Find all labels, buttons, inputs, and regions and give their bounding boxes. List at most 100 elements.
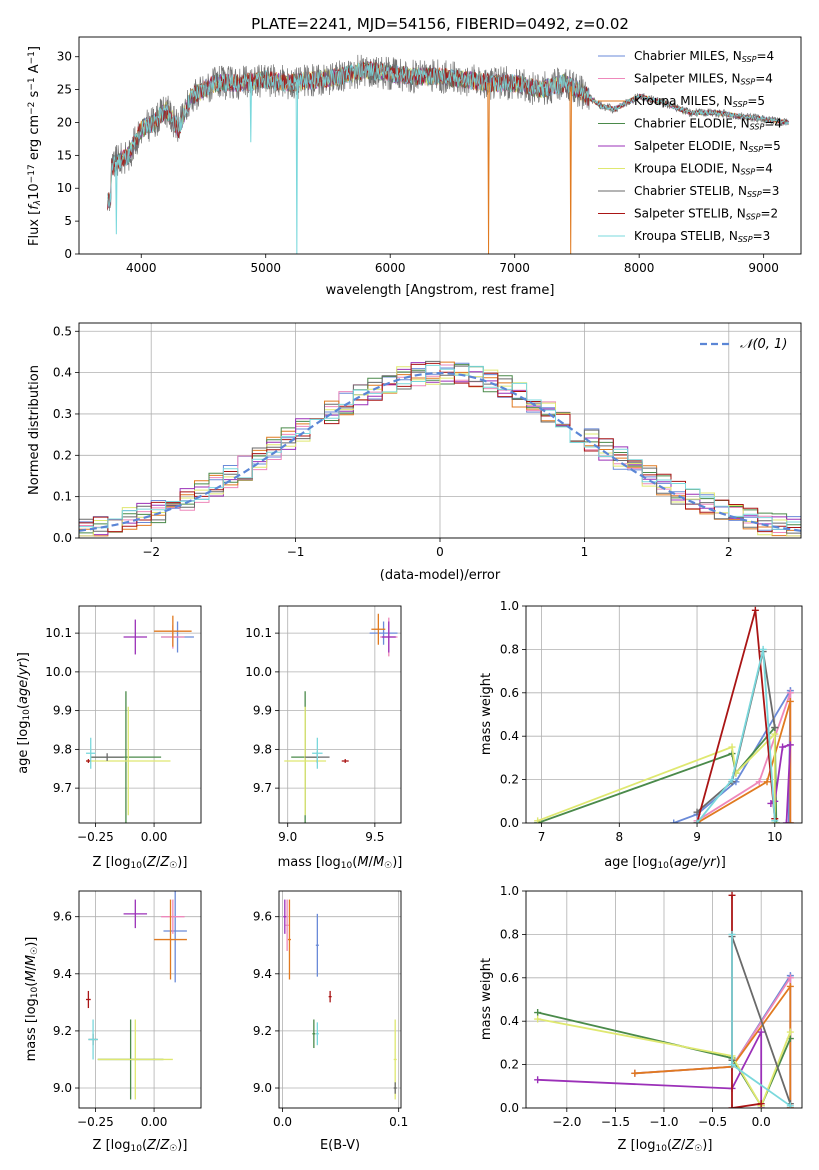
legend-label: Kroupa MILES, NSSP=5	[634, 94, 765, 109]
y-tick-label: 0.3	[53, 407, 72, 421]
mass-weight-marker	[786, 819, 794, 823]
y-tick-label: 9.7	[53, 781, 72, 795]
y-tick-label: 10.0	[245, 665, 272, 679]
axes-frame	[278, 605, 402, 824]
mass-weight-marker	[785, 819, 793, 823]
mass-weight-marker	[534, 1076, 542, 1084]
legend-label: Chabrier MILES, NSSP=4	[634, 49, 774, 64]
errorbar-point	[123, 619, 148, 655]
y-tick-label: 10.1	[245, 626, 272, 640]
x-tick-label: 1	[581, 545, 589, 559]
gaussian-reference-line	[79, 371, 801, 532]
errorbar-point	[86, 737, 96, 769]
y-tick-label: 25	[57, 83, 72, 97]
y-tick-label: 10.1	[45, 626, 72, 640]
plot-area-weight_vs_Z	[526, 891, 802, 1108]
x-tick-label: 7000	[499, 261, 530, 275]
spectrum-dip	[115, 161, 118, 235]
errorbar-point	[287, 899, 291, 980]
legend-label: 𝒩(0, 1)	[740, 337, 787, 352]
errorbar-point	[315, 1022, 319, 1046]
mass-weight-marker	[631, 1069, 639, 1077]
y-tick-label: 0.1	[53, 490, 72, 504]
histogram-step	[79, 366, 801, 537]
axes-mass_vs_EBV: 0.0 0.1 9.0 9.2 9.4 9.6	[253, 890, 408, 1129]
weight-Z-xlabel: Z [log10(Z/Z☉)]	[618, 1138, 713, 1154]
errorbar-point	[88, 1019, 98, 1060]
spectrum-line	[107, 62, 789, 207]
y-tick-label: 9.7	[253, 781, 272, 795]
mass-weight-marker	[786, 1028, 794, 1036]
errorbar-point	[97, 1019, 173, 1100]
mass-weight-line	[696, 651, 776, 813]
axes-age_vs_Z: −0.25 0.00 9.7 9.8 9.9 10.0 10.1	[45, 605, 202, 844]
mass-weight-marker	[782, 819, 790, 823]
plot-area-mass_vs_Z	[79, 891, 201, 1108]
legend-label: Kroupa ELODIE, NSSP=4	[634, 162, 773, 177]
y-tick-label: 0.0	[53, 531, 72, 545]
legend-label: Salpeter MILES, NSSP=4	[634, 72, 773, 87]
x-tick-label: −1.5	[601, 1115, 630, 1129]
mass-weight-marker	[693, 819, 701, 823]
axes-weight_vs_Z: −2.0 −1.5 −1.0 −0.5 0.0 0.0 0.2 0.4 0.6 0.8 1.0	[500, 884, 803, 1129]
x-tick-label: 8000	[624, 261, 655, 275]
x-tick-label: 10	[767, 830, 782, 844]
y-tick-label: 9.2	[253, 1024, 272, 1038]
residuals-xlabel: (data-model)/error	[380, 568, 501, 583]
x-tick-label: −1.0	[649, 1115, 678, 1129]
y-tick-label: 9.8	[53, 742, 72, 756]
weight-Z-ylabel: mass weight	[479, 958, 494, 1040]
x-tick-label: −0.25	[77, 1115, 114, 1129]
mass-weight-marker	[534, 1009, 542, 1017]
y-tick-label: 0.5	[53, 324, 72, 338]
mass-Z-xlabel: Z [log10(Z/Z☉)]	[93, 1138, 188, 1154]
mass-weight-marker	[755, 778, 763, 786]
errorbar-point	[161, 899, 185, 934]
errorbar-point	[393, 1082, 397, 1094]
y-tick-label: 0.2	[500, 773, 519, 787]
x-tick-label: 9	[693, 830, 701, 844]
mass-weight-marker	[771, 817, 779, 823]
axes-frame	[78, 890, 202, 1109]
y-tick-label: 9.9	[253, 704, 272, 718]
age-Z-ylabel: age [log10(age/yr)]	[16, 652, 32, 774]
mass-weight-line	[696, 610, 776, 823]
mass-weight-marker	[757, 1028, 765, 1036]
plot-area-mass_vs_EBV	[279, 891, 401, 1108]
axes-frame	[278, 890, 402, 1109]
axes-frame	[78, 322, 802, 539]
mass-weight-line	[634, 983, 792, 1108]
spectrum-dip	[249, 81, 253, 143]
y-tick-label: 0.4	[500, 729, 519, 743]
axes-age_vs_mass: 9.0 9.5 9.7 9.8 9.9 10.0 10.1	[245, 605, 402, 844]
mass-weight-marker	[757, 1100, 765, 1108]
y-tick-label: 9.0	[53, 1081, 72, 1095]
errorbar-point	[315, 913, 319, 977]
y-tick-label: 0.4	[500, 1014, 519, 1028]
mass-weight-marker	[786, 1102, 794, 1108]
mass-weight-marker	[763, 778, 771, 786]
axes-frame	[78, 36, 802, 255]
mass-weight-marker	[786, 697, 794, 705]
spectrum-dip	[569, 86, 572, 254]
y-tick-label: 0.0	[500, 1101, 519, 1115]
y-tick-label: 0.2	[500, 1058, 519, 1072]
mass-weight-marker	[786, 974, 794, 982]
y-tick-label: 9.9	[53, 704, 72, 718]
mass-weight-marker	[786, 982, 794, 990]
x-tick-label: −0.5	[698, 1115, 727, 1129]
spectrum-title: PLATE=2241, MJD=54156, FIBERID=0492, z=0…	[251, 15, 629, 33]
mass-weight-marker	[779, 743, 787, 751]
y-tick-label: 9.2	[53, 1024, 72, 1038]
errorbar-point	[371, 613, 386, 645]
y-tick-label: 15	[57, 148, 72, 162]
errorbar-point	[163, 891, 187, 983]
axes-frame	[78, 605, 202, 824]
residuals-ylabel: Normed distribution	[27, 365, 42, 495]
errorbar-point	[381, 621, 396, 653]
x-tick-label: 0.1	[389, 1115, 408, 1129]
y-tick-label: 0.8	[500, 642, 519, 656]
y-tick-label: 0.6	[500, 686, 519, 700]
mass-weight-marker	[786, 689, 794, 697]
